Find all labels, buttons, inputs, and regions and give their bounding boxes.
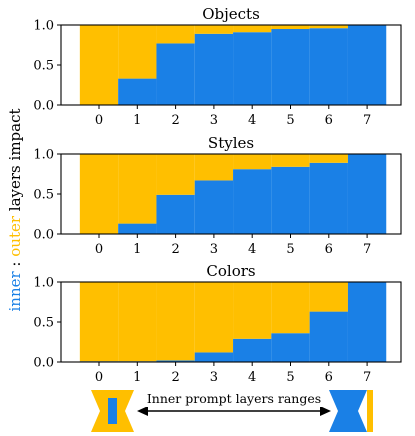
bar-inner-4 xyxy=(233,32,272,106)
bar-inner-3 xyxy=(194,180,234,234)
bar-outer-4 xyxy=(233,25,272,33)
x-tick-label: 5 xyxy=(286,242,294,257)
x-tick-label: 5 xyxy=(286,113,294,128)
bar-outer-3 xyxy=(194,282,234,353)
bar-inner-6 xyxy=(309,28,348,106)
bar-outer-5 xyxy=(271,154,310,167)
bar-inner-3 xyxy=(194,33,234,105)
bar-outer-2 xyxy=(156,25,195,44)
bar-outer-6 xyxy=(309,282,348,312)
bar-outer-5 xyxy=(271,282,310,334)
bar-outer-1 xyxy=(118,25,157,79)
x-tick-label: 4 xyxy=(248,370,256,385)
bar-inner-2 xyxy=(156,43,195,105)
bar-inner-7 xyxy=(347,154,387,234)
panel-title: Objects xyxy=(202,5,260,23)
x-tick-label: 2 xyxy=(171,242,179,257)
y-tick-label: 0.5 xyxy=(33,59,54,74)
bar-outer-4 xyxy=(233,154,272,170)
bar-outer-3 xyxy=(194,25,234,34)
bar-outer-6 xyxy=(309,25,348,29)
range-note-background xyxy=(146,391,324,407)
y-label-separator: : xyxy=(6,257,24,272)
x-tick-label: 1 xyxy=(133,242,141,257)
bar-inner-7 xyxy=(347,25,387,105)
y-tick-label: 1.0 xyxy=(33,276,54,291)
x-tick-label: 3 xyxy=(210,113,218,128)
x-tick-label: 4 xyxy=(248,113,256,128)
x-tick-label: 3 xyxy=(210,242,218,257)
inner-layers-icon-right xyxy=(329,390,373,432)
y-label-outer: outer xyxy=(6,215,24,257)
panel-title: Styles xyxy=(208,134,254,152)
bar-outer-5 xyxy=(271,25,310,29)
x-tick-label: 2 xyxy=(171,113,179,128)
x-tick-label: 6 xyxy=(325,113,333,128)
bar-inner-4 xyxy=(233,169,272,234)
bar-inner-2 xyxy=(156,360,195,362)
y-tick-label: 0.5 xyxy=(33,316,54,331)
bar-inner-1 xyxy=(118,223,157,234)
bar-inner-2 xyxy=(156,194,195,234)
bar-outer-0 xyxy=(79,282,119,362)
x-tick-label: 7 xyxy=(363,113,371,128)
x-tick-label: 6 xyxy=(325,370,333,385)
y-label-inner: inner xyxy=(6,271,24,312)
x-tick-label: 2 xyxy=(171,370,179,385)
y-tick-label: 0.0 xyxy=(33,356,54,371)
panel-colors: Colors 0 1 2 3 4 5 6 7 0.0 0.5 1.0 xyxy=(33,262,402,385)
bar-inner-3 xyxy=(194,352,234,362)
bar-outer-0 xyxy=(79,154,119,234)
x-tick-label: 1 xyxy=(133,370,141,385)
plot-frame xyxy=(60,153,402,235)
y-label-rest: layers impact xyxy=(6,108,24,216)
plot-frame xyxy=(60,24,402,106)
bar-outer-0 xyxy=(79,25,119,105)
bar-outer-4 xyxy=(233,282,272,339)
y-tick-label: 1.0 xyxy=(33,19,54,34)
x-tick-label: 4 xyxy=(248,242,256,257)
y-tick-label: 0.0 xyxy=(33,99,54,114)
bar-inner-6 xyxy=(309,162,348,234)
x-tick-label: 5 xyxy=(286,370,294,385)
panel-styles: Styles 0 1 2 3 4 5 6 7 0.0 0.5 1.0 xyxy=(33,134,402,257)
bar-inner-7 xyxy=(347,282,387,362)
y-tick-label: 0.0 xyxy=(33,228,54,243)
range-arrow xyxy=(137,406,331,416)
plot-frame xyxy=(60,281,402,363)
panel-objects: Objects 0 1 2 3 4 5 6 7 0.0 0.5 1.0 xyxy=(33,5,402,128)
bar-inner-4 xyxy=(233,338,272,362)
bar-outer-1 xyxy=(118,154,157,224)
bar-outer-2 xyxy=(156,282,195,361)
x-tick-label: 3 xyxy=(210,370,218,385)
chart-panels: Objects 0 1 2 3 4 5 6 7 0.0 0.5 1.0 Styles 0 1 2 3 4 5 6 7 0.… xyxy=(33,5,402,385)
bar-inner-5 xyxy=(271,333,310,362)
x-tick-label: 7 xyxy=(363,242,371,257)
range-note: Inner prompt layers ranges xyxy=(147,391,321,406)
y-tick-label: 0.5 xyxy=(33,188,54,203)
bar-inner-5 xyxy=(271,29,310,105)
inner-layers-icon-left xyxy=(91,390,134,432)
x-tick-label: 7 xyxy=(363,370,371,385)
bar-inner-1 xyxy=(118,78,157,105)
bar-outer-2 xyxy=(156,154,195,195)
y-tick-label: 1.0 xyxy=(33,148,54,163)
bar-inner-5 xyxy=(271,166,310,234)
y-axis-label: inner : outer layers impact xyxy=(6,108,24,311)
bar-inner-6 xyxy=(309,311,348,362)
x-tick-label: 6 xyxy=(325,242,333,257)
x-tick-label: 0 xyxy=(95,242,103,257)
bar-outer-3 xyxy=(194,154,234,181)
x-tick-label: 0 xyxy=(95,113,103,128)
bar-outer-6 xyxy=(309,154,348,163)
x-tick-label: 1 xyxy=(133,113,141,128)
x-tick-label: 0 xyxy=(95,370,103,385)
bar-outer-1 xyxy=(118,282,157,362)
panel-title: Colors xyxy=(206,262,255,280)
